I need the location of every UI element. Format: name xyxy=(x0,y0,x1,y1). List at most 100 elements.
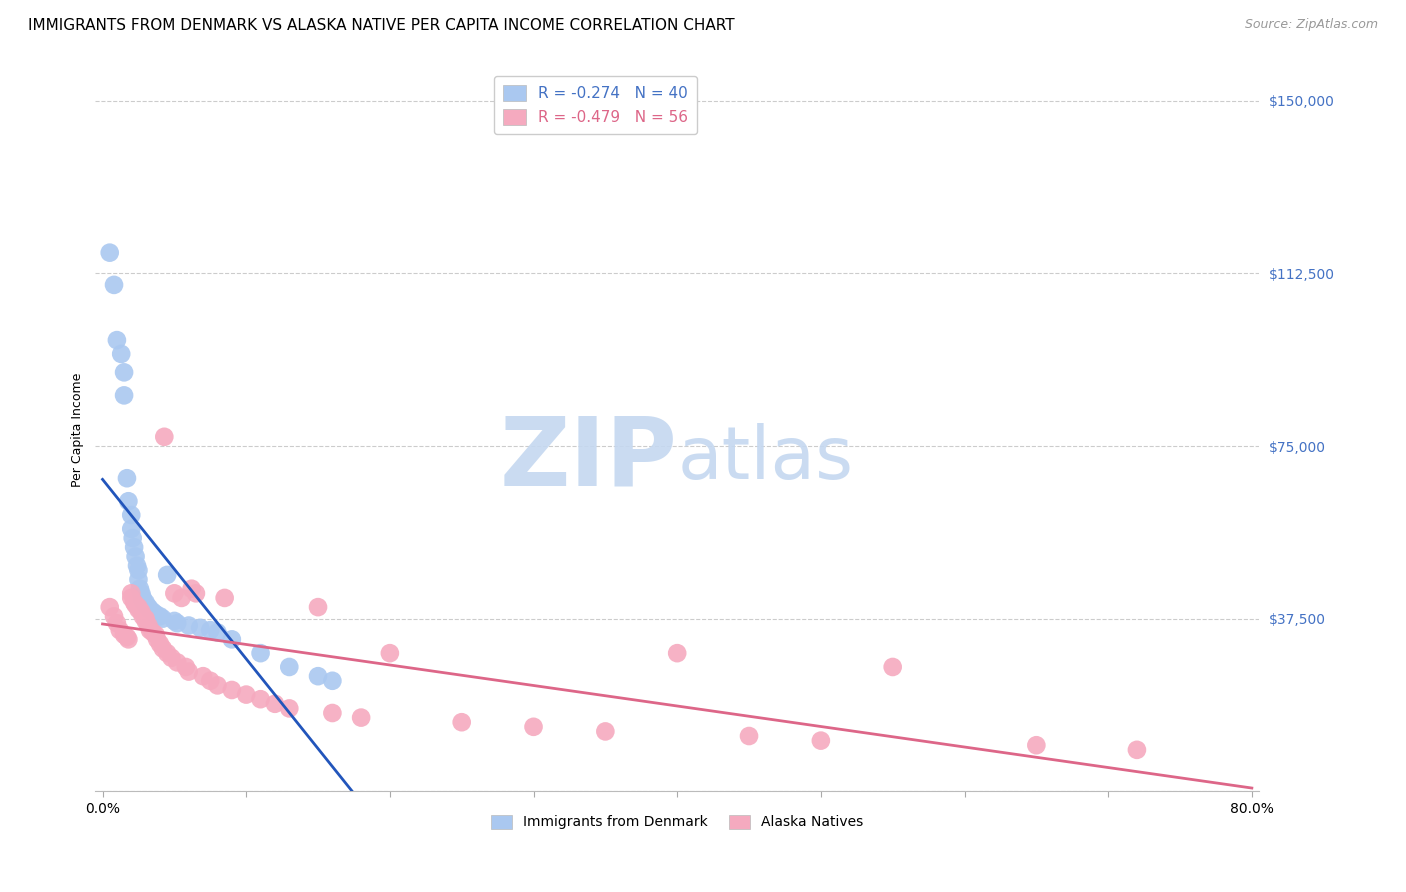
Point xyxy=(264,697,287,711)
Point xyxy=(235,688,257,702)
Point xyxy=(120,591,142,605)
Text: IMMIGRANTS FROM DENMARK VS ALASKA NATIVE PER CAPITA INCOME CORRELATION CHART: IMMIGRANTS FROM DENMARK VS ALASKA NATIVE… xyxy=(28,18,735,33)
Point xyxy=(350,710,373,724)
Point xyxy=(127,573,149,587)
Point xyxy=(156,646,179,660)
Point xyxy=(117,494,139,508)
Point xyxy=(160,650,183,665)
Point xyxy=(278,701,301,715)
Point xyxy=(142,605,165,619)
Point xyxy=(135,598,157,612)
Point xyxy=(278,660,301,674)
Point xyxy=(131,605,153,619)
Point xyxy=(450,715,472,730)
Point xyxy=(132,591,155,605)
Point xyxy=(1126,743,1149,757)
Point xyxy=(200,623,222,637)
Point xyxy=(124,598,146,612)
Point xyxy=(145,628,167,642)
Point xyxy=(120,586,142,600)
Point xyxy=(810,733,832,747)
Point xyxy=(156,568,179,582)
Point xyxy=(321,706,343,720)
Point xyxy=(127,602,149,616)
Point xyxy=(221,683,243,698)
Point xyxy=(105,333,128,347)
Point xyxy=(522,720,544,734)
Point xyxy=(307,600,329,615)
Point xyxy=(149,609,172,624)
Point xyxy=(135,595,157,609)
Point xyxy=(166,656,188,670)
Point xyxy=(249,646,271,660)
Point xyxy=(1025,738,1047,752)
Point xyxy=(103,277,125,292)
Point xyxy=(122,595,145,609)
Point xyxy=(120,508,142,522)
Point xyxy=(127,600,149,615)
Point xyxy=(112,365,135,379)
Point xyxy=(149,637,172,651)
Point xyxy=(595,724,617,739)
Point xyxy=(139,602,162,616)
Point xyxy=(207,625,229,640)
Point xyxy=(177,665,200,679)
Point xyxy=(307,669,329,683)
Point xyxy=(163,614,186,628)
Point xyxy=(122,541,145,555)
Point xyxy=(166,616,188,631)
Text: Source: ZipAtlas.com: Source: ZipAtlas.com xyxy=(1244,18,1378,31)
Point xyxy=(105,616,128,631)
Point xyxy=(131,586,153,600)
Point xyxy=(110,347,132,361)
Point xyxy=(138,600,160,615)
Point xyxy=(188,621,211,635)
Point xyxy=(221,632,243,647)
Point xyxy=(135,612,157,626)
Point xyxy=(138,618,160,632)
Point xyxy=(117,632,139,647)
Legend: Immigrants from Denmark, Alaska Natives: Immigrants from Denmark, Alaska Natives xyxy=(486,809,869,835)
Point xyxy=(103,609,125,624)
Point xyxy=(184,586,207,600)
Point xyxy=(125,558,148,573)
Point xyxy=(115,630,138,644)
Point xyxy=(666,646,689,660)
Point xyxy=(127,563,149,577)
Y-axis label: Per Capita Income: Per Capita Income xyxy=(72,373,84,487)
Point xyxy=(121,531,143,545)
Point xyxy=(177,618,200,632)
Point xyxy=(180,582,202,596)
Point xyxy=(145,607,167,621)
Point xyxy=(214,591,236,605)
Point xyxy=(128,582,150,596)
Point xyxy=(321,673,343,688)
Point xyxy=(882,660,904,674)
Point xyxy=(174,660,197,674)
Point xyxy=(153,430,176,444)
Point xyxy=(112,388,135,402)
Point xyxy=(132,593,155,607)
Point xyxy=(124,549,146,564)
Point xyxy=(170,591,193,605)
Point xyxy=(152,612,174,626)
Point xyxy=(249,692,271,706)
Point xyxy=(163,586,186,600)
Point xyxy=(200,673,222,688)
Point xyxy=(191,669,214,683)
Point xyxy=(152,641,174,656)
Point xyxy=(98,600,121,615)
Point xyxy=(115,471,138,485)
Point xyxy=(135,614,157,628)
Point xyxy=(146,632,169,647)
Point xyxy=(207,678,229,692)
Text: atlas: atlas xyxy=(678,424,853,494)
Point xyxy=(142,625,165,640)
Point xyxy=(139,623,162,637)
Text: ZIP: ZIP xyxy=(499,412,678,505)
Point xyxy=(120,522,142,536)
Point xyxy=(738,729,761,743)
Point xyxy=(108,623,131,637)
Point xyxy=(132,609,155,624)
Point xyxy=(112,628,135,642)
